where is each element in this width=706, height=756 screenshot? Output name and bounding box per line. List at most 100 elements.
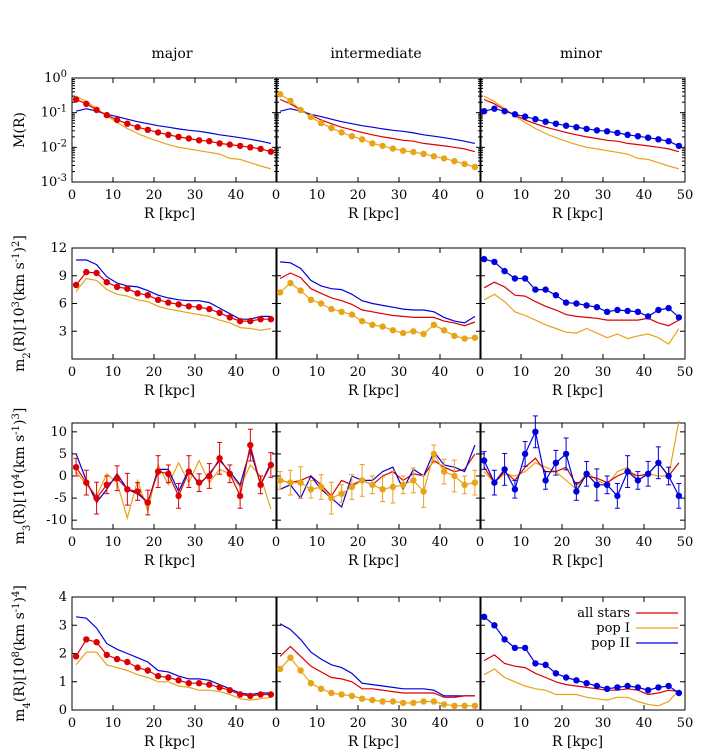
panel-m4-major: 0 10 20 30 40 R [kpc] 0 1 2 3 4	[59, 590, 278, 750]
panel-frame	[275, 422, 482, 530]
data-point-pop_II	[583, 680, 590, 687]
data-point-all_stars	[195, 137, 203, 144]
data-point-pop_I	[430, 153, 438, 160]
series-line-pop_I	[75, 651, 271, 701]
data-point-pop_II	[634, 477, 642, 484]
x-tick-label: 10	[513, 716, 530, 731]
x-tick-label: 50	[677, 365, 694, 380]
data-point-pop_I	[348, 133, 356, 140]
chart-row-m3: m3(R)[104(km s-1)3] 0 10 20 30 40 R [kpc] -10 -5…	[11, 408, 694, 569]
data-point-all_stars	[144, 499, 151, 506]
data-point-pop_II	[532, 428, 539, 435]
data-point-pop_I	[399, 329, 407, 337]
data-point-pop_II	[542, 661, 549, 668]
data-point-all_stars	[185, 303, 192, 310]
data-point-pop_I	[369, 696, 376, 704]
data-point-all_stars	[83, 100, 90, 108]
panel-data	[72, 616, 275, 701]
y-tick-label: 100	[44, 69, 67, 87]
data-point-all_stars	[185, 468, 192, 475]
data-point-pop_II	[614, 129, 621, 137]
data-point-all_stars	[247, 317, 254, 325]
data-point-pop_II	[675, 492, 683, 500]
x-tick-label: 20	[554, 716, 571, 731]
x-axis-label: R [kpc]	[348, 734, 399, 750]
panel-data	[276, 91, 479, 171]
x-tick-label: 50	[677, 535, 694, 550]
x-tick-label: 30	[391, 188, 408, 203]
x-tick-label: 20	[146, 188, 163, 203]
column-title-major: major	[151, 46, 192, 62]
panel-frame	[275, 596, 482, 711]
data-point-pop_I	[420, 330, 427, 338]
series-line-pop_II	[279, 444, 476, 508]
data-point-pop_I	[358, 477, 366, 484]
panel-m4-minor: 0 10 20 30 40 50 R [kpc]	[476, 596, 693, 750]
data-point-pop_I	[451, 472, 458, 480]
series-line-pop_II	[76, 259, 271, 320]
x-axis-label: R [kpc]	[348, 206, 399, 222]
data-point-pop_I	[410, 328, 417, 335]
data-point-pop_I	[410, 477, 417, 484]
data-point-pop_II	[665, 472, 672, 480]
panel-frame	[479, 77, 686, 183]
x-axis-label: R [kpc]	[552, 383, 603, 399]
data-point-all_stars	[144, 667, 151, 674]
data-point-pop_I	[379, 698, 386, 705]
data-point-pop_I	[317, 300, 325, 307]
data-point-pop_II	[480, 108, 488, 115]
data-point-all_stars	[83, 479, 90, 486]
x-tick-label: 20	[350, 365, 367, 380]
panel-frame	[275, 247, 482, 360]
x-tick-label: 0	[272, 535, 280, 550]
x-tick-label: 10	[513, 188, 530, 203]
x-tick-label: 30	[391, 535, 408, 550]
data-point-pop_II	[511, 486, 519, 493]
series-line-all_stars	[483, 98, 680, 153]
data-point-pop_I	[348, 692, 356, 700]
y-tick-label: 3	[59, 324, 67, 339]
x-tick-label: 0	[68, 365, 76, 380]
panel-m3-intermediate: 0 10 20 30 40 R [kpc]	[272, 422, 482, 569]
data-point-pop_I	[420, 488, 427, 495]
data-point-pop_I	[297, 667, 304, 674]
data-point-pop_II	[665, 138, 672, 145]
data-point-all_stars	[216, 684, 223, 691]
panel-data	[480, 255, 683, 346]
x-tick-label: 0	[68, 188, 76, 203]
chart-row-m4: m4(R)[108(km s-1)4]0 10 20 30 40R [kpc]01234…	[11, 585, 694, 750]
x-tick-label: 40	[636, 365, 653, 380]
data-point-pop_I	[440, 327, 448, 334]
data-point-pop_II	[480, 457, 488, 464]
data-point-pop_I	[287, 97, 294, 105]
data-point-pop_II	[614, 306, 621, 314]
data-point-all_stars	[72, 281, 80, 289]
panel-m4-intermediate: 0 10 20 30 40 R [kpc]	[272, 596, 482, 750]
data-point-all_stars	[247, 441, 254, 449]
data-point-pop_II	[501, 466, 508, 473]
panel-frame	[71, 422, 278, 530]
x-axis-label: R [kpc]	[144, 206, 195, 222]
data-point-pop_II	[583, 302, 590, 309]
data-point-pop_II	[644, 687, 652, 694]
x-tick-label: 20	[554, 365, 571, 380]
data-point-pop_II	[542, 286, 549, 293]
panel-data	[72, 259, 275, 331]
data-point-pop_II	[501, 108, 508, 115]
data-point-pop_I	[451, 157, 458, 165]
panel-data	[276, 623, 479, 709]
x-tick-label: 40	[636, 716, 653, 731]
data-point-pop_I	[410, 148, 417, 156]
data-point-pop_II	[675, 142, 683, 150]
data-point-pop_II	[624, 468, 631, 475]
x-axis-label: R [kpc]	[348, 553, 399, 569]
data-point-pop_I	[389, 145, 397, 152]
data-point-all_stars	[134, 290, 141, 297]
data-point-pop_II	[655, 136, 662, 143]
y-tick-label: 0	[59, 469, 67, 484]
data-point-all_stars	[206, 138, 213, 145]
x-tick-label: 40	[228, 365, 245, 380]
data-point-pop_I	[358, 317, 366, 325]
